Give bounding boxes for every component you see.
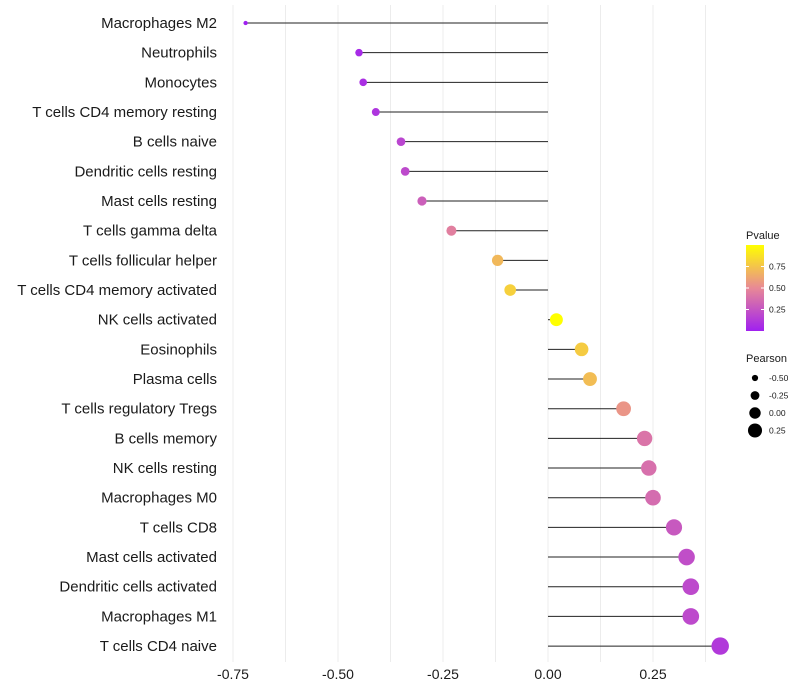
size-legend-label: 0.00 (769, 408, 786, 418)
lollipop-point (243, 20, 248, 26)
y-axis-label: T cells follicular helper (69, 252, 217, 269)
lollipop-stems (245, 22, 721, 647)
y-axis-labels: Macrophages M2 Neutrophils Monocytes T cell… (17, 15, 217, 655)
lollipop-point (711, 637, 729, 655)
pvalue-colorbar-labels: 0.25 0.50 0.75 (746, 262, 786, 315)
y-axis-label: Mast cells activated (86, 549, 217, 566)
legend: Pvalue 0.25 0.50 0.75 Pearson -0.50 -0.25 0.… (746, 230, 789, 438)
pvalue-colorbar (746, 245, 764, 331)
size-legend-dot (751, 374, 759, 382)
y-axis-label: B cells memory (114, 430, 217, 447)
grid-lines (232, 5, 706, 662)
lollipop-points (243, 20, 729, 655)
legend-pvalue-title: Pvalue (746, 230, 780, 242)
y-axis-label: NK cells activated (98, 312, 217, 329)
lollipop-point (574, 342, 589, 357)
x-tick-label: 0.00 (534, 666, 561, 682)
x-tick-label: 0.25 (639, 666, 666, 682)
lollipop-point (491, 254, 504, 267)
y-axis-label: Mast cells resting (101, 193, 217, 210)
y-axis-label: T cells CD8 (140, 519, 217, 536)
y-axis-label: NK cells resting (113, 460, 217, 477)
size-legend-dot (747, 423, 763, 438)
lollipop-point (641, 460, 657, 476)
lollipop-point (504, 284, 517, 296)
lollipop-point (682, 608, 700, 625)
y-axis-label: B cells naive (133, 134, 217, 151)
size-legend-label: -0.25 (769, 391, 789, 401)
colorbar-label: 0.75 (769, 262, 786, 272)
pearson-size-legend: -0.50 -0.25 0.00 0.25 (747, 373, 789, 438)
lollipop-point (583, 372, 597, 386)
colorbar-label: 0.50 (769, 283, 786, 293)
lollipop-point (417, 196, 427, 206)
y-axis-label: Neutrophils (141, 45, 217, 62)
lollipop-point (400, 166, 410, 176)
y-axis-label: T cells gamma delta (83, 223, 218, 240)
colorbar-label: 0.25 (769, 305, 786, 315)
size-legend-label: -0.50 (769, 373, 789, 383)
y-axis-label: T cells CD4 naive (100, 638, 217, 655)
size-legend-label: 0.25 (769, 426, 786, 436)
y-axis-label: Macrophages M2 (101, 15, 217, 32)
x-tick-label: -0.75 (217, 666, 249, 682)
lollipop-point (396, 137, 406, 146)
y-axis-label: Macrophages M1 (101, 608, 217, 625)
lollipop-point (359, 78, 367, 87)
lollipop-point (446, 225, 457, 236)
y-axis-label: Eosinophils (140, 341, 217, 358)
y-axis-label: Plasma cells (133, 371, 217, 388)
lollipop-point (636, 430, 653, 447)
y-axis-label: Macrophages M0 (101, 490, 217, 507)
y-axis-label: T cells CD4 memory resting (32, 104, 217, 121)
x-tick-label: -0.50 (322, 666, 354, 682)
x-tick-label: -0.25 (427, 666, 459, 682)
y-axis-label: Dendritic cells activated (59, 579, 217, 596)
lollipop-point (645, 489, 661, 506)
y-axis-label: Monocytes (144, 74, 217, 91)
lollipop-point (678, 548, 695, 566)
lollipop-point (371, 108, 380, 116)
y-axis-label: T cells regulatory Tregs (61, 401, 217, 418)
y-axis-label: T cells CD4 memory activated (17, 282, 217, 299)
lollipop-point (549, 313, 563, 327)
lollipop-point (355, 48, 363, 57)
lollipop-point (682, 578, 700, 596)
size-legend-dot (750, 391, 760, 400)
x-axis-tick-labels: -0.75 -0.50 -0.25 0.00 0.25 (217, 666, 667, 682)
size-legend-dot (749, 407, 761, 419)
legend-pearson-title: Pearson (746, 353, 787, 365)
y-axis-label: Dendritic cells resting (74, 163, 217, 180)
lollipop-point (616, 401, 631, 417)
lollipop-point (665, 519, 683, 536)
